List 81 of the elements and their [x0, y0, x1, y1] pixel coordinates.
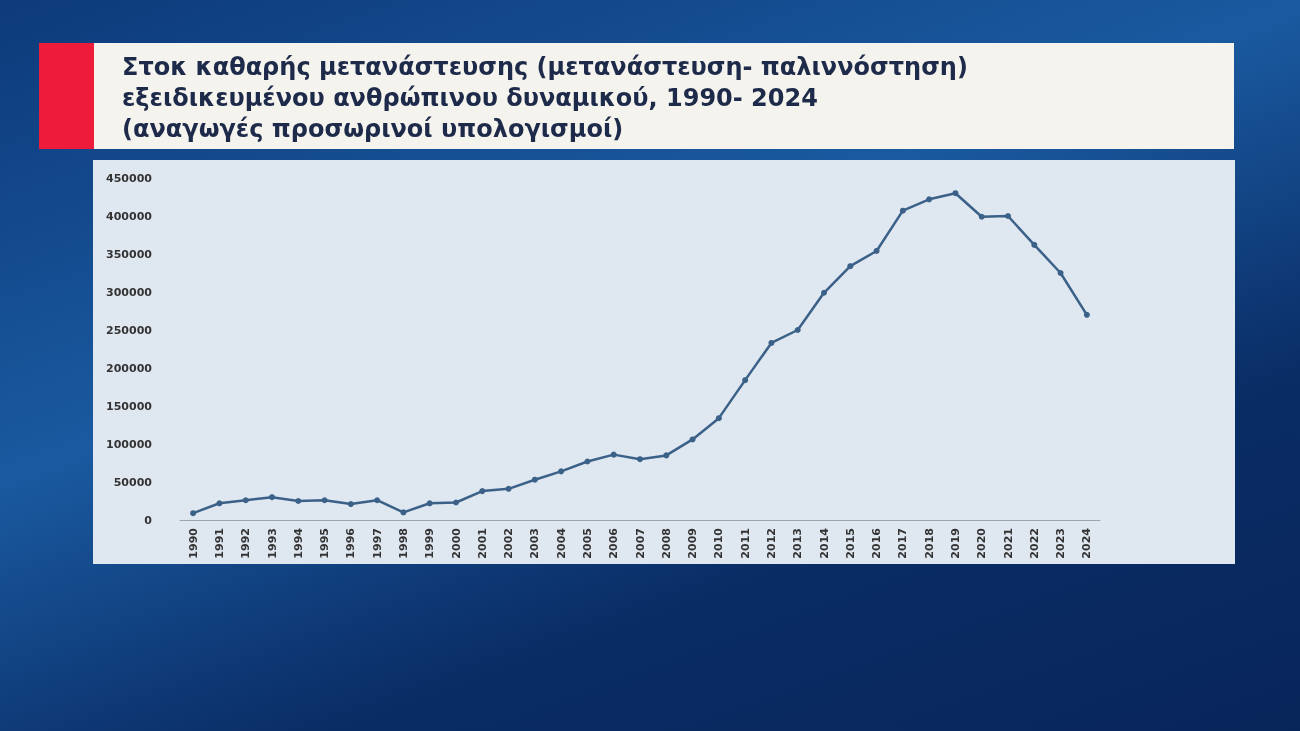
point [1031, 241, 1038, 248]
x-tick-label: 2021 [1001, 528, 1015, 559]
x-tick-label: 2004 [554, 527, 568, 559]
point [873, 247, 880, 254]
point [689, 436, 696, 443]
point [216, 500, 223, 507]
point [847, 263, 854, 270]
y-tick-label: 50000 [113, 475, 153, 489]
x-tick-label: 2006 [607, 527, 621, 559]
x-tick-label: 1992 [239, 528, 253, 559]
point [505, 485, 512, 492]
x-tick-label: 1996 [344, 527, 358, 559]
x-tick-label: 2009 [686, 528, 700, 559]
x-tick-label: 1995 [318, 528, 332, 559]
y-tick-label: 150000 [106, 399, 153, 413]
point [190, 510, 197, 517]
y-tick-label: 350000 [106, 247, 153, 261]
point [926, 196, 933, 203]
y-tick-label: 200000 [106, 361, 153, 375]
x-tick-label: 1991 [212, 528, 226, 559]
x-tick-label: 2024 [1080, 527, 1094, 559]
point [426, 500, 433, 507]
x-tick-label: 1990 [186, 527, 200, 559]
x-tick-label: 2010 [712, 527, 726, 559]
point [1005, 213, 1011, 219]
x-tick-label: 2002 [502, 528, 516, 559]
x-tick-label: 2012 [764, 528, 778, 559]
x-tick-label: 2013 [791, 528, 805, 559]
point [821, 289, 827, 296]
x-tick-label: 2003 [528, 528, 542, 559]
point [321, 497, 328, 504]
y-tick-label: 450000 [106, 171, 153, 185]
point [531, 476, 538, 483]
point [794, 327, 801, 333]
point [742, 377, 749, 384]
point [899, 207, 906, 214]
x-tick-label: 2000 [449, 527, 463, 559]
x-tick-label: 2014 [817, 527, 831, 559]
point [610, 451, 617, 458]
x-tick-label: 1994 [291, 527, 305, 559]
point [663, 452, 670, 459]
point [295, 498, 302, 504]
chart-title: Στοκ καθαρής μετανάστευσης (μετανάστευση- παλιννόστηση) εξειδικευμένου ανθρώπινου δυναμικού, 1990- 2024 (αναγωγές προσωρινοί υπολογισμοί) [122, 52, 968, 143]
point [242, 497, 249, 504]
point [400, 509, 407, 516]
point [637, 456, 643, 463]
x-tick-label: 2008 [659, 528, 673, 559]
point [269, 494, 275, 501]
y-tick-label: 100000 [106, 437, 153, 451]
x-tick-label: 1993 [265, 528, 279, 559]
x-tick-label: 2015 [843, 528, 857, 559]
point [1057, 270, 1064, 276]
point [347, 501, 354, 508]
point [715, 415, 722, 422]
point [978, 213, 985, 220]
x-tick-label: 2019 [948, 528, 962, 559]
x-tick-label: 2001 [475, 528, 489, 559]
x-tick-label: 2023 [1054, 528, 1068, 559]
point [453, 499, 459, 506]
x-tick-label: 2017 [896, 528, 910, 559]
x-tick-label: 2007 [633, 528, 647, 559]
x-tick-label: 2022 [1027, 528, 1041, 559]
point [374, 497, 381, 504]
point [1083, 311, 1090, 318]
y-tick-label: 400000 [106, 209, 153, 223]
x-tick-label: 1998 [396, 528, 410, 559]
point [479, 488, 486, 495]
x-tick-label: 2005 [580, 528, 594, 559]
x-tick-label: 1997 [370, 528, 384, 559]
point [952, 190, 959, 197]
x-tick-label: 2011 [738, 528, 752, 559]
point [584, 458, 591, 465]
point [558, 468, 565, 475]
y-tick-label: 250000 [106, 323, 153, 337]
y-tick-label: 0 [144, 513, 153, 527]
x-tick-label: 1999 [423, 528, 437, 559]
x-tick-label: 2016 [870, 527, 884, 559]
x-tick-label: 2020 [975, 527, 989, 559]
point [768, 339, 775, 346]
y-tick-label: 300000 [106, 285, 153, 299]
x-tick-label: 2018 [922, 528, 936, 559]
